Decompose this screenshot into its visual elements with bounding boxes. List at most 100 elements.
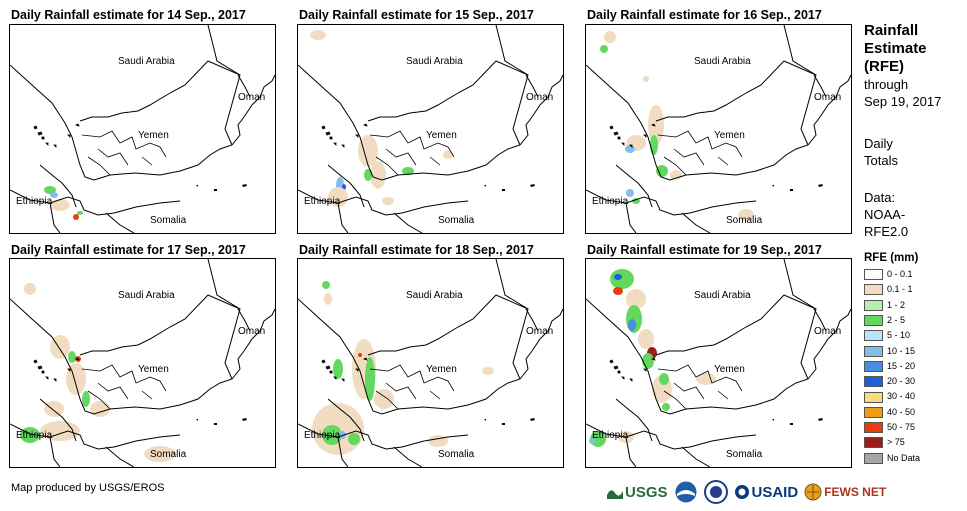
rainfall-area (50, 199, 70, 211)
legend-swatch (864, 345, 883, 357)
rainfall-area (348, 433, 360, 445)
rainfall-area (443, 151, 453, 159)
map-svg (10, 25, 275, 233)
rainfall-area (358, 135, 378, 167)
map-panel-17: Saudi Arabia Oman Yemen Ethiopia Somalia (9, 258, 276, 468)
data-line-1: NOAA- (864, 207, 906, 222)
rainfall-area (482, 367, 494, 375)
rainfall-area (370, 161, 386, 189)
rainfall-area (144, 446, 176, 462)
legend-swatch (864, 299, 883, 311)
label-saudi-arabia: Saudi Arabia (118, 56, 175, 67)
nasa-seal-icon (703, 480, 728, 504)
legend-label: 40 - 50 (887, 406, 916, 417)
label-yemen: Yemen (426, 130, 457, 141)
usaid-logo-text: USAID (751, 483, 799, 501)
legend-label: 20 - 30 (887, 376, 916, 387)
rainfall-area (589, 438, 595, 444)
legend-swatch (864, 376, 883, 388)
rainfall-area (696, 373, 716, 385)
rainfall-area (614, 274, 622, 280)
rainfall-area (364, 169, 372, 181)
rainfall-area (626, 189, 634, 197)
data-source-block: Data: NOAA- RFE2.0 (864, 189, 908, 240)
rainfall-area (613, 287, 623, 295)
map-svg (586, 25, 851, 233)
through-date: Sep 19, 2017 (864, 94, 942, 109)
rainfall-area (322, 281, 330, 289)
label-saudi-arabia: Saudi Arabia (406, 290, 463, 301)
rainfall-area (50, 192, 58, 198)
rainfall-area (638, 329, 654, 349)
legend-label: 5 - 10 (887, 330, 911, 341)
rainfall-area (628, 319, 636, 331)
legend-label: 0.1 - 1 (887, 284, 913, 295)
label-somalia: Somalia (150, 449, 187, 460)
usaid-seal-icon (734, 485, 749, 499)
usgs-logo-text: USGS (625, 483, 668, 501)
country-borders (10, 25, 275, 233)
rainfall-area (310, 30, 326, 40)
legend-swatch (864, 315, 883, 327)
legend-label: 2 - 5 (887, 314, 906, 325)
legend-label: > 75 (887, 437, 905, 448)
rainfall-area (428, 435, 448, 447)
panel-title-17: Daily Rainfall estimate for 17 Sep., 201… (11, 243, 246, 257)
legend-swatch (864, 360, 883, 372)
legend-swatch (864, 391, 883, 403)
fews-net-logo-text: FEWS NET (824, 485, 887, 499)
legend-item: 1 - 2 (864, 299, 905, 312)
label-ethiopia: Ethiopia (304, 196, 341, 207)
usgs-wave-icon (607, 490, 623, 499)
rainfall-area (402, 167, 414, 175)
legend-title: RFE (mm) (864, 252, 919, 264)
title-line-3: (RFE) (864, 58, 904, 75)
legend-swatch (864, 269, 883, 281)
legend-item: 15 - 20 (864, 360, 915, 373)
rainfall-area (82, 391, 90, 407)
rainfall-area (738, 209, 754, 221)
label-saudi-arabia: Saudi Arabia (694, 56, 751, 67)
label-yemen: Yemen (138, 364, 169, 375)
panel-title-14: Daily Rainfall estimate for 14 Sep., 201… (11, 8, 246, 22)
label-oman: Oman (526, 326, 554, 337)
legend-label: 10 - 15 (887, 345, 916, 356)
country-borders (10, 259, 275, 467)
totals-line-2: Totals (864, 153, 898, 168)
legend-swatch (864, 422, 883, 434)
rainfall-area (650, 135, 658, 155)
legend-swatch (864, 284, 883, 296)
label-saudi-arabia: Saudi Arabia (694, 290, 751, 301)
rainfall-area (73, 214, 79, 220)
logo-strip: USGS USAID FEWS NET (607, 478, 886, 506)
country-borders (298, 25, 563, 233)
label-somalia: Somalia (150, 215, 187, 226)
title-line-1: Rainfall (864, 22, 919, 39)
rainfall-area (656, 165, 668, 177)
label-oman: Oman (238, 326, 266, 337)
legend-swatch (864, 406, 883, 418)
through-label: through (864, 77, 909, 92)
fews-net-logo: FEWS NET (804, 483, 886, 501)
label-oman: Oman (814, 326, 842, 337)
legend-item: 5 - 10 (864, 329, 910, 342)
legend-item: 0 - 0.1 (864, 268, 913, 281)
legend-label: 50 - 75 (887, 422, 916, 432)
legend-item: 10 - 15 (864, 345, 915, 358)
sidebar-title: Rainfall Estimate (RFE) through Sep 19, … (864, 22, 941, 110)
label-somalia: Somalia (438, 449, 475, 460)
map-panel-18: Saudi Arabia Oman Yemen Ethiopia Somalia (297, 258, 564, 468)
rainfall-area (604, 31, 616, 43)
label-ethiopia: Ethiopia (16, 196, 53, 207)
map-svg (586, 259, 851, 467)
rainfall-area (338, 431, 346, 439)
map-svg (10, 259, 275, 467)
legend-swatch (864, 452, 883, 464)
label-ethiopia: Ethiopia (304, 430, 341, 441)
label-oman: Oman (238, 92, 266, 103)
usaid-logo: USAID (734, 483, 799, 501)
label-yemen: Yemen (714, 364, 745, 375)
panel-title-15: Daily Rainfall estimate for 15 Sep., 201… (299, 8, 534, 22)
label-yemen: Yemen (714, 130, 745, 141)
rainfall-area (24, 283, 36, 295)
